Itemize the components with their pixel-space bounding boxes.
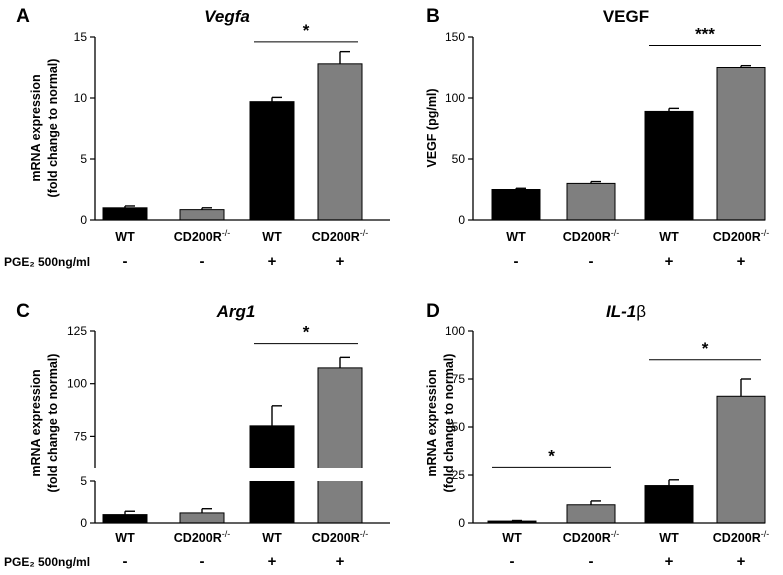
panel-b-bar bbox=[644, 110, 694, 221]
panel-d-ylabel: mRNA expression bbox=[425, 369, 439, 476]
panel-b-bar bbox=[491, 189, 541, 221]
panel-d-significance-stars: * bbox=[548, 446, 555, 465]
panel-a-category-label: WT bbox=[262, 230, 282, 244]
panel-c-bar bbox=[317, 367, 363, 524]
panel-b-y-tick-label: 100 bbox=[445, 91, 465, 105]
panel-a-y-tick-label: 5 bbox=[80, 152, 87, 166]
panel-a-pge-sign: - bbox=[200, 253, 205, 270]
panel-a-category-label: CD200R-/- bbox=[174, 228, 230, 244]
panel-a-ylabel: mRNA expression bbox=[29, 74, 43, 181]
panel-a-pge-sign: + bbox=[336, 253, 345, 270]
panel-a-bar bbox=[179, 209, 225, 221]
panel-d-category-label: CD200R-/- bbox=[563, 529, 619, 545]
panel-a-bar bbox=[249, 101, 295, 221]
panel-d-category-label: WT bbox=[502, 531, 522, 545]
panel-c-y-tick-label: 75 bbox=[74, 429, 88, 443]
panel-d-bar bbox=[644, 485, 694, 524]
panel-c-axis-break-gap bbox=[89, 468, 394, 481]
panel-b-pge-sign: - bbox=[589, 253, 594, 270]
panel-b-ylabel: VEGF (pg/ml) bbox=[425, 88, 439, 167]
panel-a-pge-sign: - bbox=[123, 253, 128, 270]
panel-c-pge-sign: - bbox=[200, 553, 205, 570]
panel-a-category-label: CD200R-/- bbox=[312, 228, 368, 244]
panel-c-y-tick-label: 100 bbox=[67, 377, 87, 391]
pge-row-label: PGE₂ 500ng/ml bbox=[4, 255, 90, 269]
panel-b-y-tick-label: 0 bbox=[458, 213, 465, 227]
panel-c-bar bbox=[179, 512, 225, 524]
panel-b-title: VEGF bbox=[603, 7, 649, 26]
panel-a-significance-stars: * bbox=[303, 21, 310, 40]
panel-d-y-tick-label: 100 bbox=[445, 324, 465, 338]
panel-b-category-label: WT bbox=[506, 230, 526, 244]
panel-d-y-tick-label: 25 bbox=[452, 468, 466, 482]
panel-d-pge-sign: - bbox=[589, 553, 594, 570]
panel-a-y-tick-label: 0 bbox=[80, 213, 87, 227]
panel-a-pge-sign: + bbox=[268, 253, 277, 270]
panel-c-pge-sign: + bbox=[268, 553, 277, 570]
panel-c-pge-sign: - bbox=[123, 553, 128, 570]
panel-b-category-label: WT bbox=[659, 230, 679, 244]
panel-d-y-tick-label: 75 bbox=[452, 372, 466, 386]
panel-d-pge-sign: - bbox=[510, 553, 515, 570]
panel-a-title: Vegfa bbox=[204, 7, 250, 26]
panel-c-y-tick-label: 5 bbox=[80, 474, 87, 488]
panel-c-category-label: CD200R-/- bbox=[312, 529, 368, 545]
panel-d-title: IL-1β bbox=[606, 302, 646, 321]
panel-c-letter: C bbox=[16, 301, 30, 322]
pge-row-label: PGE₂ 500ng/ml bbox=[4, 555, 90, 569]
panel-a-letter: A bbox=[16, 6, 30, 27]
panel-b-bar bbox=[716, 67, 766, 221]
panel-d-category-label: CD200R-/- bbox=[713, 529, 769, 545]
panel-c-significance-stars: * bbox=[303, 323, 310, 342]
panel-c-category-label: WT bbox=[115, 531, 135, 545]
panel-a-category-label: WT bbox=[115, 230, 135, 244]
panel-d-pge-sign: + bbox=[665, 553, 674, 570]
panel-c-category-label: WT bbox=[262, 531, 282, 545]
panel-d-bar bbox=[716, 395, 766, 524]
panel-b-bar bbox=[566, 182, 616, 221]
panel-c-bar bbox=[102, 514, 148, 524]
panel-d-letter: D bbox=[426, 301, 440, 322]
panel-b-pge-sign: - bbox=[514, 253, 519, 270]
panel-a-y-tick-label: 15 bbox=[74, 30, 88, 44]
panel-d-significance-stars: * bbox=[702, 339, 709, 358]
panel-c-title: Arg1 bbox=[216, 302, 256, 321]
panel-d-ylabel: (fold change to normal) bbox=[442, 354, 456, 493]
panel-c-y-tick-label: 0 bbox=[80, 516, 87, 530]
panel-b-category-label: CD200R-/- bbox=[713, 228, 769, 244]
panel-b-significance-stars: *** bbox=[695, 25, 715, 44]
panel-a-bar bbox=[102, 207, 148, 221]
panel-c-pge-sign: + bbox=[336, 553, 345, 570]
panel-b-pge-sign: + bbox=[665, 253, 674, 270]
panel-d-pge-sign: + bbox=[737, 553, 746, 570]
panel-b-letter: B bbox=[426, 6, 440, 27]
panel-a-ylabel: (fold change to normal) bbox=[46, 59, 60, 198]
panel-c-ylabel: mRNA expression bbox=[29, 369, 43, 476]
panel-b-y-tick-label: 50 bbox=[452, 152, 466, 166]
panel-c-ylabel: (fold change to normal) bbox=[46, 354, 60, 493]
panel-c-y-tick-label: 125 bbox=[67, 324, 87, 338]
panel-d-y-tick-label: 50 bbox=[452, 420, 466, 434]
panel-b-y-tick-label: 150 bbox=[445, 30, 465, 44]
panel-b-pge-sign: + bbox=[737, 253, 746, 270]
panel-d-y-tick-label: 0 bbox=[458, 516, 465, 530]
panel-d-bar bbox=[566, 504, 616, 524]
panel-a-bar bbox=[317, 63, 363, 221]
panel-b-category-label: CD200R-/- bbox=[563, 228, 619, 244]
panel-c-category-label: CD200R-/- bbox=[174, 529, 230, 545]
panel-a-y-tick-label: 10 bbox=[74, 91, 88, 105]
panel-d-category-label: WT bbox=[659, 531, 679, 545]
